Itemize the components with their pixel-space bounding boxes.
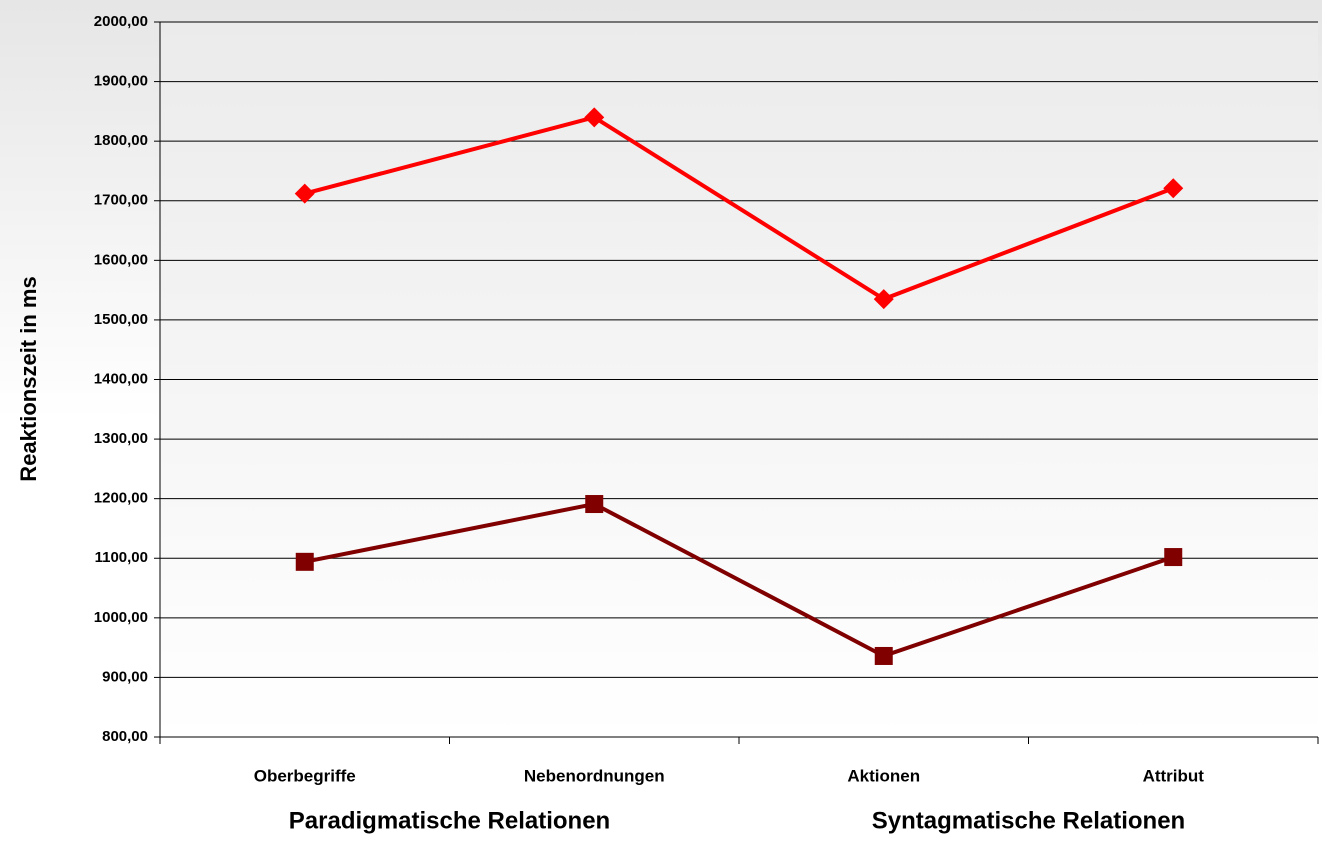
x-tick-label: Nebenordnungen (524, 766, 665, 785)
y-axis-label: Reaktionszeit in ms (16, 276, 41, 481)
y-tick-label: 1500,00 (94, 311, 148, 328)
marker (584, 107, 605, 128)
marker (1163, 178, 1184, 199)
y-tick-label: 1300,00 (94, 430, 148, 447)
y-tick-label: 1800,00 (94, 132, 148, 149)
y-tick-label: 900,00 (102, 668, 148, 685)
series-line (304, 502, 1174, 658)
y-tick-label: 800,00 (102, 728, 148, 745)
marker (873, 289, 894, 310)
marker (294, 183, 315, 204)
group-label: Paradigmatische Relationen (289, 807, 610, 834)
x-tick-label: Attribut (1143, 766, 1205, 785)
y-tick-label: 1900,00 (94, 73, 148, 90)
y-tick-label: 1700,00 (94, 192, 148, 209)
marker (1164, 548, 1183, 567)
y-tick-label: 1100,00 (95, 549, 148, 566)
series-line (304, 115, 1174, 302)
y-tick-label: 1000,00 (94, 609, 148, 626)
marker (585, 495, 604, 514)
x-tick-label: Oberbegriffe (254, 766, 356, 785)
x-tick-label: Aktionen (847, 766, 920, 785)
y-tick-label: 1400,00 (94, 370, 148, 387)
marker (295, 552, 314, 571)
group-label: Syntagmatische Relationen (872, 807, 1185, 834)
marker (874, 646, 893, 665)
y-tick-label: 1600,00 (94, 251, 148, 268)
y-tick-label: 2000,00 (94, 13, 148, 30)
y-tick-label: 1200,00 (94, 490, 148, 507)
